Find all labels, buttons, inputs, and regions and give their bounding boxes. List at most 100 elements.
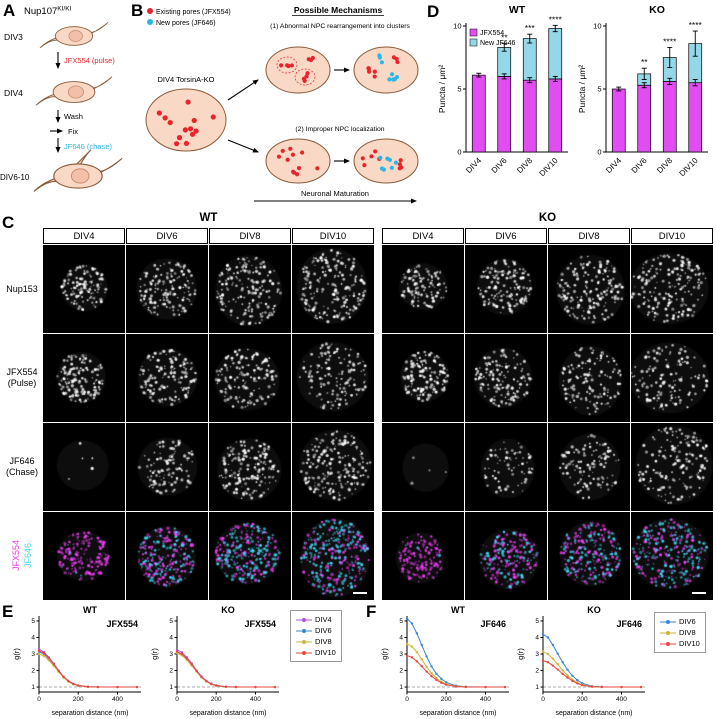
x-tick-label: 400: [616, 696, 627, 703]
micrograph-WT-DIV4-merge: [43, 512, 125, 600]
series-marker-DIV10: [200, 675, 203, 679]
series-marker-DIV10: [96, 685, 100, 689]
y-tick-label: 3: [399, 651, 403, 658]
series-marker-DIV8: [551, 657, 555, 660]
series-marker-DIV6: [410, 622, 414, 625]
x-tick-label: 0: [405, 696, 409, 703]
x-tick-label: 200: [577, 696, 588, 703]
micrograph-canvas: [209, 245, 291, 333]
series-marker-DIV6: [571, 674, 574, 678]
legend-existing-pores-dot: [147, 8, 153, 14]
micrograph-canvas: [382, 245, 464, 333]
legend-entry-DIV8: DIV8: [296, 637, 336, 646]
neuron-process: [97, 157, 123, 174]
npc-dot: [191, 117, 197, 124]
series-marker-DIV10: [37, 649, 41, 652]
x-axis-label: separation distance (nm): [189, 710, 266, 717]
series-marker-DIV10: [116, 685, 119, 689]
legend-entry-DIV6: DIV6: [660, 617, 700, 626]
series-marker-DIV4: [180, 651, 184, 654]
series-marker-DIV6: [440, 677, 443, 680]
mech1-after-dots: [366, 53, 400, 82]
micrograph-WT-DIV6-jf646-chase: [126, 423, 208, 511]
group-header-ko: KO: [538, 212, 557, 224]
series-marker-DIV4: [175, 648, 179, 652]
panel-label-b: B: [131, 1, 143, 20]
npc-dot: [167, 119, 173, 126]
micrograph-KO-DIV6-jfx554-pulse: [465, 334, 547, 422]
series-marker-DIV10: [77, 684, 80, 687]
npc-dot: [373, 149, 378, 154]
x-axis-label: separation distance (nm): [419, 710, 496, 717]
series-marker-DIV10: [454, 685, 458, 688]
neuron-process: [89, 22, 109, 34]
series-marker-DIV8: [47, 659, 51, 662]
neuron-drawings: [33, 22, 123, 192]
series-marker-DIV10: [420, 665, 423, 668]
start-nucleus-oval: [145, 88, 227, 152]
npc-dot: [315, 166, 320, 171]
micrograph-canvas: [548, 423, 630, 511]
legend-entry-DIV4: DIV4: [296, 615, 336, 624]
micrograph-KO-DIV8-jfx554-pulse: [548, 334, 630, 422]
micrograph-WT-DIV8-jfx554-pulse: [209, 334, 291, 422]
micrograph-canvas: [209, 512, 291, 600]
group-spacer: [375, 423, 381, 511]
significance-stars: **: [501, 33, 508, 43]
wash-label: Wash: [64, 112, 83, 121]
neuron-cell: [33, 149, 123, 192]
micrograph-canvas: [548, 245, 630, 333]
series-marker-DIV8: [405, 642, 409, 646]
bar-segment-New JF646: [497, 47, 512, 77]
y-tick-label: 4: [399, 635, 403, 642]
x-tick-label: DIV4: [464, 156, 483, 175]
legend-label: DIV8: [679, 628, 696, 637]
chart-title: KO: [649, 4, 665, 16]
neuron-process: [39, 37, 59, 49]
micrograph-KO-DIV10-jf646-chase: [631, 423, 713, 511]
maturation-axis-label: Neuronal Maturation: [301, 189, 369, 198]
series-marker-DIV10: [561, 672, 564, 676]
y-tick-label: 10: [593, 22, 601, 31]
x-tick-label: DIV8: [655, 156, 674, 175]
micrograph-KO-DIV6-nup153: [465, 245, 547, 333]
neuron-process: [91, 76, 113, 90]
legend-label: DIV6: [315, 626, 332, 635]
micrograph-canvas: [631, 334, 713, 422]
series-marker-DIV10: [57, 669, 60, 673]
panel-f-legend: DIV6 DIV8 DIV10: [654, 612, 706, 653]
series-marker-DIV8: [561, 668, 564, 672]
y-tick-label: 1: [31, 684, 35, 691]
legend-line-marker: [660, 619, 676, 624]
row-label-jfx554-pulse: JFX554 (Pulse): [2, 334, 42, 422]
x-tick-label: 400: [480, 696, 491, 703]
div3-label: DIV3: [4, 32, 23, 42]
y-tick-label: 2: [31, 668, 35, 675]
micrograph-WT-DIV6-jfx554-pulse: [126, 334, 208, 422]
series-marker-DIV8: [541, 650, 545, 653]
series-marker-DIV8: [175, 651, 179, 655]
y-tick-label: 5: [597, 85, 601, 94]
micrograph-canvas: [43, 245, 125, 333]
micrograph-WT-DIV8-jf646-chase: [209, 423, 291, 511]
micrograph-canvas: [382, 334, 464, 422]
series-marker-DIV8: [430, 671, 433, 675]
probe-annotation: JFX554: [106, 619, 138, 629]
x-tick-label: DIV6: [490, 156, 509, 175]
npc-dot: [389, 165, 394, 170]
y-tick-label: 0: [597, 148, 601, 157]
bar-segment-JFX554: [497, 76, 512, 153]
mech2-oval-before: [265, 138, 331, 184]
y-axis-label: g(r): [150, 648, 159, 660]
y-axis-label: g(r): [516, 648, 525, 660]
y-tick-label: 4: [169, 635, 173, 642]
series-marker-DIV10: [566, 676, 569, 679]
mech2-oval-after: [353, 138, 419, 184]
bar-segment-JFX554: [688, 82, 703, 153]
micrograph-WT-DIV6-merge: [126, 512, 208, 600]
series-marker-DIV10: [410, 656, 414, 659]
series-marker-DIV6: [561, 661, 564, 664]
npc-dot: [387, 77, 392, 82]
legend-entry-DIV10: DIV10: [296, 648, 336, 657]
npc-dot: [398, 158, 403, 163]
